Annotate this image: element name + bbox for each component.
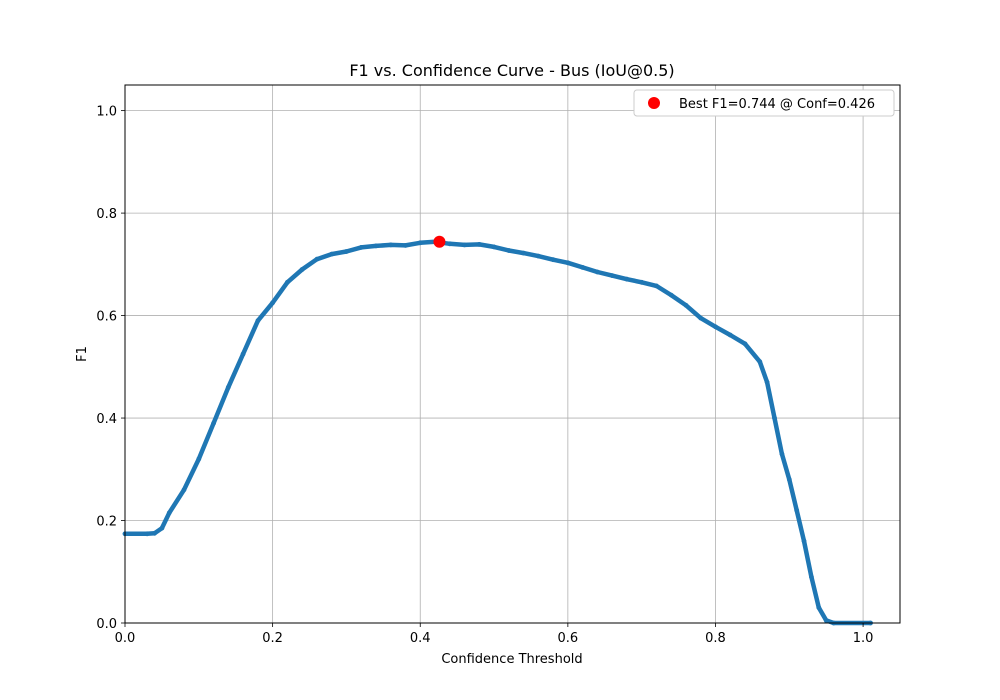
x-axis-label: Confidence Threshold [441,652,582,667]
series-point [779,451,785,457]
x-tick-label: 1.0 [853,631,874,646]
series-point [181,487,187,493]
y-tick-label: 0.4 [96,412,117,427]
series-point [152,530,157,536]
grid-layer [124,85,900,624]
series-layer [122,239,873,626]
series-point [373,243,379,249]
x-tick-label: 0.4 [410,631,431,646]
series-point [462,242,467,248]
legend-label: Best F1=0.744 @ Conf=0.426 [679,97,875,112]
y-axis-label: F1 [75,346,90,362]
series-point [764,379,770,385]
series-point [565,260,571,266]
series-point [344,249,349,254]
x-tick-label: 0.2 [262,631,283,646]
legend-box [633,89,895,117]
legend-marker [648,97,660,109]
series-point [447,241,453,247]
y-tick-label: 1.0 [96,105,117,120]
series-point [580,265,585,270]
series-point [683,302,689,308]
series-point [144,531,150,537]
series-point [668,292,674,298]
y-tick-label: 0.6 [96,310,117,325]
tick-layer: 0.0 0.2 0.4 0.6 0.8 1.0 0.0 0.2 0.4 0.6 0.8 1.0 [96,105,873,646]
chart-title: F1 vs. Confidence Curve - Bus (IoU@0.5) [349,61,674,80]
series-point [786,477,792,482]
series-point [742,341,748,347]
series-point [801,538,807,544]
series-point [772,415,777,421]
series-point [159,525,165,531]
series-point [358,245,364,250]
series-point [521,250,526,256]
x-tick-label: 0.6 [558,631,579,646]
plot-frame [124,84,901,624]
y-tick-label: 0.0 [96,617,117,632]
series-point [809,574,814,580]
series-point [624,276,630,282]
series-point [698,315,704,321]
series-point [816,605,822,610]
series-point [417,240,423,246]
series-point [285,279,290,285]
series-point [211,420,217,426]
x-tick-label: 0.0 [115,631,136,646]
x-tick-label: 0.8 [705,631,726,646]
series-line [122,239,873,626]
series-point [794,507,800,513]
best-point-layer [433,235,446,248]
y-tick-label: 0.2 [96,515,117,530]
series-point [757,359,763,365]
best-f1-point [433,235,446,248]
series-point [196,456,202,462]
series-point [314,256,320,262]
series-point [535,253,541,259]
series-point [654,283,659,289]
legend: Best F1=0.744 @ Conf=0.426 [633,89,895,117]
series-point [225,384,231,390]
y-tick-label: 0.8 [96,207,117,222]
series-point [639,279,645,285]
series-point [609,273,615,278]
series-point [713,324,718,330]
series-point [299,267,305,272]
series-point [595,269,600,275]
series-point [727,332,733,338]
series-point [329,251,335,257]
series-point [403,243,408,248]
series-point [166,510,172,516]
series-point [255,318,261,324]
series-point [491,244,497,250]
series-point [240,351,246,357]
series-point [476,242,482,247]
series-point [550,257,556,263]
series-point [823,618,829,623]
series-point [388,242,394,248]
series-point [270,300,275,306]
series-point [506,248,512,253]
